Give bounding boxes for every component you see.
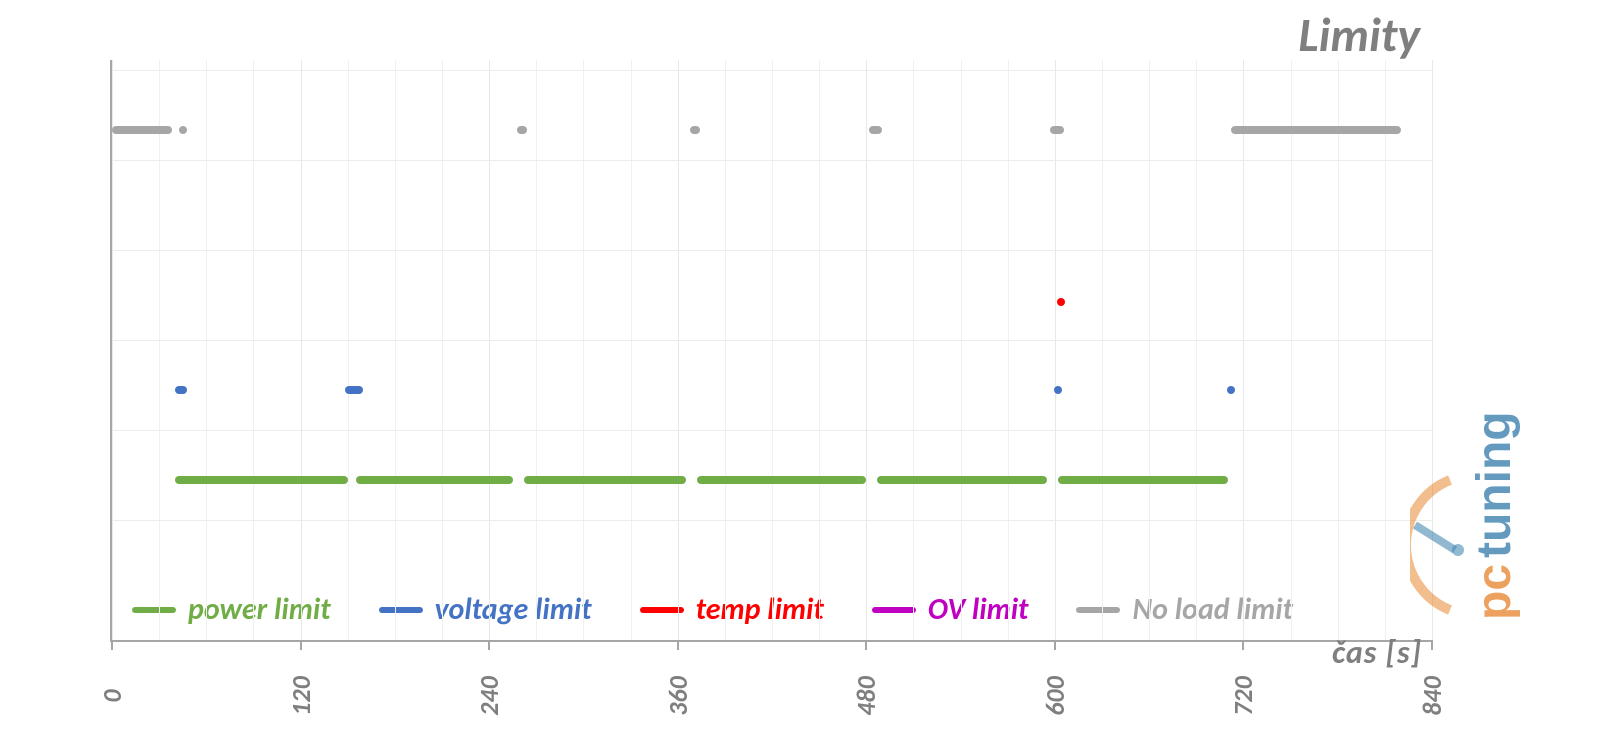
x-tick <box>111 640 113 650</box>
x-tick <box>1054 640 1056 650</box>
legend-item: voltage limit <box>379 591 592 628</box>
gridline-v-minor <box>395 60 396 640</box>
gridline-v-minor <box>1291 60 1292 640</box>
gridline-v-minor <box>536 60 537 640</box>
x-tick-label: 720 <box>1227 656 1259 736</box>
series-segment <box>524 476 686 484</box>
series-segment <box>345 386 364 394</box>
series-point <box>179 126 187 134</box>
gridline-v-minor <box>1149 60 1150 640</box>
x-tick <box>1242 640 1244 650</box>
gridline-v-minor <box>1102 60 1103 640</box>
gridline-v-minor <box>159 60 160 640</box>
x-tick-label: 360 <box>662 656 694 736</box>
gridline-h <box>112 70 1432 71</box>
gridline-v <box>1055 60 1056 640</box>
gridline-v-minor <box>583 60 584 640</box>
series-segment <box>356 476 513 484</box>
gridline-v-minor <box>1385 60 1386 640</box>
x-tick-label: 240 <box>473 656 505 736</box>
legend-label: temp limit <box>696 591 824 628</box>
watermark-logo: pc tuning <box>1410 320 1590 665</box>
series-segment <box>517 126 526 134</box>
legend-swatch <box>872 607 916 613</box>
series-segment <box>690 126 699 134</box>
gridline-v-minor <box>253 60 254 640</box>
series-segment <box>697 476 867 484</box>
x-tick <box>488 640 490 650</box>
gridline-v-minor <box>913 60 914 640</box>
gridline-v <box>489 60 490 640</box>
gridline-v <box>1243 60 1244 640</box>
x-axis-label: čas [s] <box>1332 633 1422 672</box>
gridline-h <box>112 430 1432 431</box>
series-segment <box>175 476 348 484</box>
gridline-v-minor <box>631 60 632 640</box>
series-segment <box>112 126 172 134</box>
x-tick-label: 480 <box>850 656 882 736</box>
x-tick <box>300 640 302 650</box>
legend-item: OV limit <box>872 591 1029 628</box>
gridline-v-minor <box>1196 60 1197 640</box>
legend-item: temp limit <box>640 591 824 628</box>
gridline-v-minor <box>819 60 820 640</box>
x-tick-label: 840 <box>1416 656 1448 736</box>
gridline-v-minor <box>1338 60 1339 640</box>
legend-label: voltage limit <box>435 591 592 628</box>
gridline-v-minor <box>725 60 726 640</box>
series-segment <box>1050 126 1064 134</box>
x-tick <box>677 640 679 650</box>
series-segment <box>175 386 188 394</box>
legend-swatch <box>379 607 423 613</box>
legend-item: No load limit <box>1076 591 1293 628</box>
x-tick-label: 120 <box>285 656 317 736</box>
series-segment <box>1058 476 1228 484</box>
legend-swatch <box>132 607 176 613</box>
gridline-v <box>301 60 302 640</box>
gridline-v <box>678 60 679 640</box>
legend-label: No load limit <box>1132 591 1293 628</box>
series-point <box>1227 386 1235 394</box>
gridline-h <box>112 340 1432 341</box>
series-point <box>1057 298 1065 306</box>
gridline-v <box>112 60 113 640</box>
gridline-v <box>866 60 867 640</box>
gridline-h <box>112 520 1432 521</box>
series-point <box>1054 386 1062 394</box>
chart-container: Limity čas [s] power limit voltage limit t… <box>0 0 1600 745</box>
legend-label: OV limit <box>928 591 1029 628</box>
plot-area: čas [s] power limitvoltage limittemp lim… <box>110 60 1432 642</box>
legend-swatch <box>1076 607 1120 613</box>
gridline-h <box>112 160 1432 161</box>
watermark-pc: pc <box>1468 564 1521 620</box>
gridline-v-minor <box>1008 60 1009 640</box>
gridline-v-minor <box>206 60 207 640</box>
x-tick <box>865 640 867 650</box>
x-tick-label: 600 <box>1039 656 1071 736</box>
gridline-v-minor <box>772 60 773 640</box>
series-segment <box>877 476 1047 484</box>
gridline-v-minor <box>348 60 349 640</box>
gridline-h <box>112 250 1432 251</box>
watermark-tuning: tuning <box>1468 411 1521 558</box>
series-segment <box>1231 126 1401 134</box>
gridline-v-minor <box>442 60 443 640</box>
series-segment <box>869 126 882 134</box>
legend-label: power limit <box>188 591 331 628</box>
gridline-v-minor <box>961 60 962 640</box>
chart-title: Limity <box>1298 5 1420 64</box>
x-tick-label: 0 <box>96 656 128 736</box>
